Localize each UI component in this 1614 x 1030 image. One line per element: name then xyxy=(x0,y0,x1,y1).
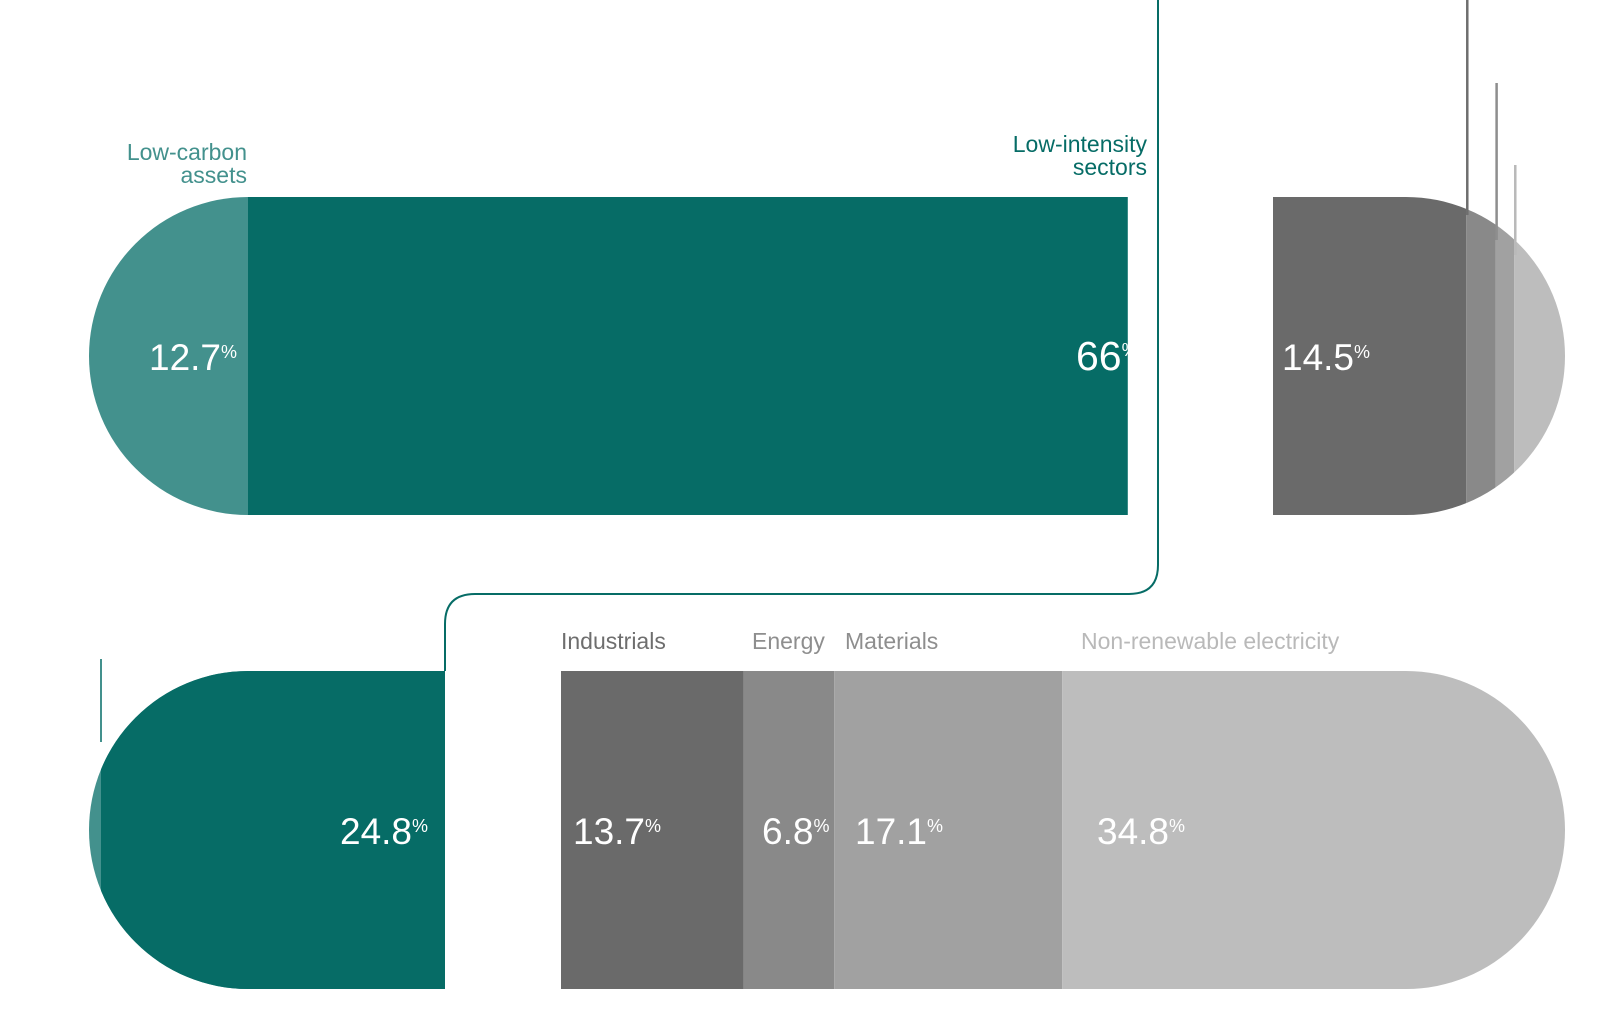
label-low-carbon-assets: Low-carbon assets xyxy=(127,139,247,188)
value-materials: 17.1% xyxy=(855,811,943,852)
label-energy: Energy xyxy=(752,628,825,654)
flow-connector-line xyxy=(444,0,1159,671)
bar-segment-non-renewable-electricity xyxy=(1062,671,1565,989)
value-top-2.2: 2.2% xyxy=(1484,3,1550,44)
bar-segment-top-2.2 xyxy=(1466,197,1496,515)
chart-labels: Low-carbon assets Low-intensity sectors 12.7… xyxy=(20,3,1598,852)
label-non-renewable-electricity: Non-renewable electricity xyxy=(1081,628,1340,654)
bar-segment-low-intensity-sectors xyxy=(248,197,1128,515)
value-energy: 6.8% xyxy=(762,811,829,852)
label-industrials: Industrials xyxy=(561,628,666,654)
value-top-1.4: 1.4% xyxy=(1514,83,1580,124)
bar-segment-industrials xyxy=(561,671,744,989)
value-industrials: 13.7% xyxy=(573,811,661,852)
bottom-bar-grey-group xyxy=(561,671,1565,989)
bar-segment-energy xyxy=(743,671,835,989)
value-non-renewable-electricity: 34.8% xyxy=(1097,811,1185,852)
value-top-3.2: 3.2% xyxy=(1532,166,1598,207)
label-materials: Materials xyxy=(845,628,938,654)
value-bottom-2.8: 2.8% xyxy=(20,662,86,703)
bottom-bar xyxy=(89,671,1565,989)
top-bar xyxy=(89,197,1565,515)
bar-segment-top-14.5 xyxy=(1273,197,1467,515)
connector-lines xyxy=(100,0,1517,742)
label-low-intensity-sectors: Low-intensity sectors xyxy=(1013,131,1148,180)
bar-segment-bottom-24.8 xyxy=(248,671,445,989)
value-low-carbon-assets: 12.7% xyxy=(149,337,237,378)
bar-segment-top-1.4 xyxy=(1495,197,1515,515)
value-bottom-24.8: 24.8% xyxy=(340,811,428,852)
value-top-14.5: 14.5% xyxy=(1282,337,1370,378)
value-low-intensity-sectors: 66% xyxy=(1076,333,1138,379)
bar-segment-materials xyxy=(834,671,1063,989)
bar-segment-top-3.2 xyxy=(1514,197,1565,515)
